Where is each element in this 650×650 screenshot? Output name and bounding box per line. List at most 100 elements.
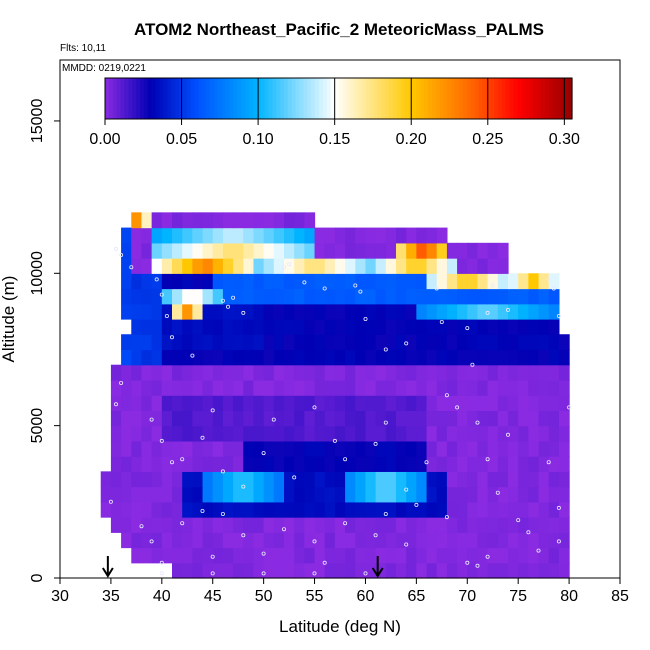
heatmap-cell xyxy=(253,456,265,472)
heatmap-cell xyxy=(141,517,153,533)
heatmap-cell xyxy=(365,319,377,335)
heatmap-cell xyxy=(263,532,275,549)
heatmap-cell xyxy=(467,517,479,533)
heatmap-cell xyxy=(477,395,489,412)
colorbar-swatch xyxy=(330,78,336,119)
heatmap-cell xyxy=(365,334,377,351)
sample-point xyxy=(465,326,470,331)
colorbar-swatch xyxy=(369,78,375,119)
heatmap-cell xyxy=(273,379,285,396)
heatmap-cell xyxy=(355,456,367,472)
heatmap-cell xyxy=(222,471,234,488)
colorbar-swatch xyxy=(221,78,227,119)
heatmap-cell xyxy=(518,425,529,442)
heatmap-cell xyxy=(355,410,367,427)
heatmap-cell xyxy=(497,379,509,396)
heatmap-cell xyxy=(263,562,275,579)
heatmap-cell xyxy=(192,334,204,351)
heatmap-cell xyxy=(212,562,224,579)
heatmap-cell xyxy=(192,395,204,412)
heatmap-cell xyxy=(375,517,387,533)
heatmap-cell xyxy=(233,547,244,564)
heatmap-cell xyxy=(538,532,550,549)
heatmap-cell xyxy=(477,471,489,488)
heatmap-cell xyxy=(263,395,275,412)
heatmap-cell xyxy=(324,349,336,366)
colorbar-swatch xyxy=(120,78,126,119)
heatmap-cell xyxy=(406,410,417,427)
heatmap-cell xyxy=(385,486,397,503)
heatmap-cell xyxy=(467,410,479,427)
heatmap-cell xyxy=(202,562,214,579)
heatmap-cell xyxy=(518,379,529,396)
x-tick-label: 70 xyxy=(458,588,476,605)
colorbar-swatch xyxy=(202,78,207,119)
heatmap-cell xyxy=(324,273,336,290)
heatmap-cell xyxy=(324,486,336,503)
heatmap-cell xyxy=(345,395,356,412)
heatmap-cell xyxy=(426,410,438,427)
heatmap-cell xyxy=(345,456,356,472)
heatmap-cell xyxy=(355,562,367,579)
heatmap-cell xyxy=(365,425,377,442)
heatmap-cell xyxy=(508,440,519,457)
heatmap-cell xyxy=(355,501,367,518)
heatmap-cell xyxy=(355,486,367,503)
heatmap-cell xyxy=(304,471,316,488)
heatmap-cell xyxy=(172,227,183,244)
heatmap-cell xyxy=(151,303,163,320)
heatmap-cell xyxy=(212,303,224,320)
heatmap-cell xyxy=(110,364,122,381)
heatmap-cell xyxy=(243,227,255,244)
sample-point xyxy=(404,487,409,492)
heatmap-cell xyxy=(375,273,387,290)
heatmap-cell xyxy=(558,440,570,457)
heatmap-cell xyxy=(304,562,316,579)
colorbar-swatch xyxy=(342,78,347,119)
heatmap-cell xyxy=(161,349,173,366)
heatmap-cell xyxy=(467,364,479,381)
heatmap-cell xyxy=(548,501,560,518)
heatmap-cell xyxy=(334,349,346,366)
heatmap-cell xyxy=(406,242,417,259)
heatmap-cell xyxy=(324,532,336,549)
heatmap-cell xyxy=(345,532,356,549)
heatmap-cell xyxy=(334,319,346,335)
heatmap-cell xyxy=(141,242,153,259)
heatmap-cell xyxy=(212,532,224,549)
heatmap-cell xyxy=(477,242,489,259)
heatmap-cell xyxy=(141,258,153,274)
sample-point xyxy=(567,405,572,410)
heatmap-cell xyxy=(446,440,458,457)
heatmap-cell xyxy=(182,425,193,442)
heatmap-cell xyxy=(151,242,163,259)
heatmap-cell xyxy=(558,547,570,564)
heatmap-cell xyxy=(222,258,234,274)
heatmap-cell xyxy=(436,242,448,259)
sample-point xyxy=(556,505,561,510)
colorbar-swatch xyxy=(400,78,406,119)
heatmap-cell xyxy=(467,456,479,472)
heatmap-cell xyxy=(487,532,499,549)
x-tick-label: 60 xyxy=(357,588,375,605)
heatmap-cell xyxy=(365,273,377,290)
heatmap-cell xyxy=(192,517,204,533)
colorbar-swatch xyxy=(182,78,188,119)
heatmap-cell xyxy=(110,379,122,396)
x-tick-label: 40 xyxy=(153,588,171,605)
sample-point xyxy=(551,286,556,291)
heatmap-cell xyxy=(141,486,153,503)
heatmap-cell xyxy=(508,456,519,472)
heatmap-cell xyxy=(467,258,479,274)
heatmap-cell xyxy=(365,379,377,396)
colorbar-swatch xyxy=(392,78,398,119)
heatmap-cell xyxy=(182,379,193,396)
colorbar-swatch xyxy=(116,78,122,119)
heatmap-cell xyxy=(436,547,448,564)
heatmap-cell xyxy=(416,456,428,472)
colorbar-swatch xyxy=(338,78,343,119)
heatmap-cell xyxy=(294,517,305,533)
heatmap-cell xyxy=(304,395,316,412)
heatmap-cell xyxy=(416,258,428,274)
colorbar-swatch xyxy=(443,78,449,119)
